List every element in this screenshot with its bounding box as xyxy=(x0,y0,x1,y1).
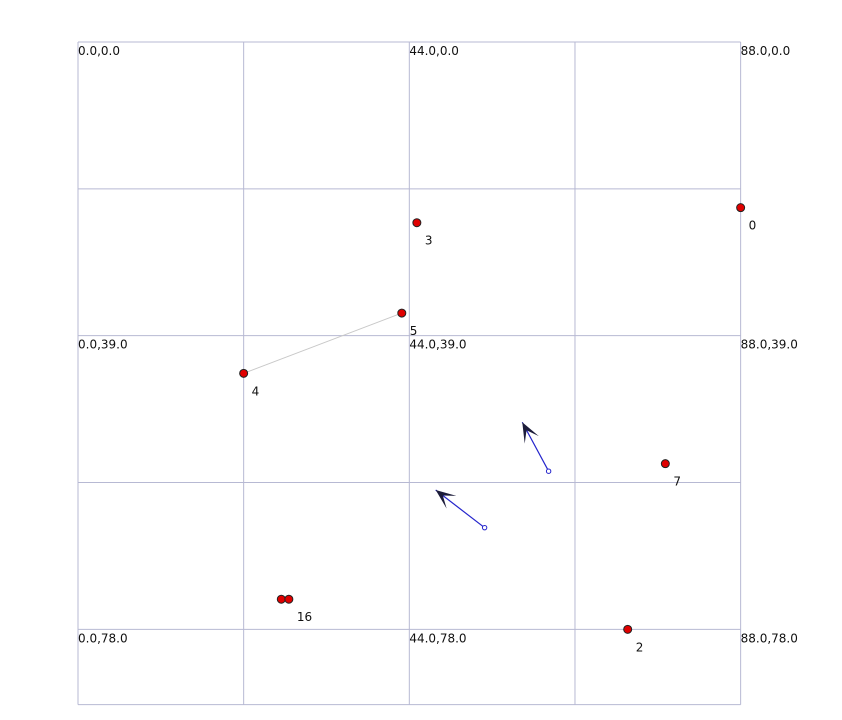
node-5[interactable]: 5 xyxy=(397,308,418,338)
vectors xyxy=(435,421,552,531)
node-marker[interactable] xyxy=(623,624,633,634)
vector-origin xyxy=(545,468,552,474)
node-label: 16 xyxy=(297,610,312,624)
node-marker[interactable] xyxy=(660,459,670,469)
velocity-vector xyxy=(521,421,552,474)
node-marker[interactable] xyxy=(412,218,422,228)
node-label: 4 xyxy=(252,384,260,398)
vector-shaft xyxy=(435,489,485,529)
coordinate-label: 88.0,78.0 xyxy=(741,631,798,645)
vector-origin xyxy=(481,524,488,531)
nodes: 0 3 5 4 7 16 2 xyxy=(239,203,757,654)
coordinate-labels: 0.0,0.0 44.0,0.0 88.0,0.0 0.0,39.0 44.0,39.0… xyxy=(78,44,798,645)
arrowhead-icon xyxy=(435,490,457,509)
coordinate-label: 0.0,78.0 xyxy=(78,631,128,645)
node-label: 3 xyxy=(425,234,433,248)
node-2[interactable]: 2 xyxy=(623,624,644,654)
node-0[interactable]: 0 xyxy=(736,203,757,233)
node-3[interactable]: 3 xyxy=(412,218,433,248)
node-1[interactable] xyxy=(276,594,286,604)
node-7[interactable]: 7 xyxy=(660,459,681,489)
coordinate-label: 44.0,0.0 xyxy=(409,44,459,58)
coordinate-label: 44.0,39.0 xyxy=(409,338,466,352)
node-label: 5 xyxy=(410,324,418,338)
coordinate-label: 44.0,78.0 xyxy=(409,631,466,645)
node-marker[interactable] xyxy=(397,308,407,318)
arrowhead-icon xyxy=(522,422,539,444)
coordinate-label: 88.0,0.0 xyxy=(741,44,791,58)
node-marker[interactable] xyxy=(276,594,286,604)
coordinate-label: 0.0,39.0 xyxy=(78,338,128,352)
coordinate-label: 88.0,39.0 xyxy=(741,338,798,352)
node-marker[interactable] xyxy=(736,203,746,213)
edges xyxy=(243,312,402,374)
node-label: 0 xyxy=(749,219,757,233)
grid xyxy=(77,41,742,706)
edge-4-5 xyxy=(243,312,402,374)
node-marker[interactable] xyxy=(239,368,249,378)
node-marker[interactable] xyxy=(284,594,294,604)
node-label: 2 xyxy=(636,640,644,654)
node-4[interactable]: 4 xyxy=(239,368,260,398)
node-label: 7 xyxy=(673,475,681,489)
vector-shaft xyxy=(521,421,550,472)
node-6[interactable]: 16 xyxy=(284,594,312,624)
coordinate-label: 0.0,0.0 xyxy=(78,44,120,58)
velocity-vector xyxy=(435,489,488,531)
